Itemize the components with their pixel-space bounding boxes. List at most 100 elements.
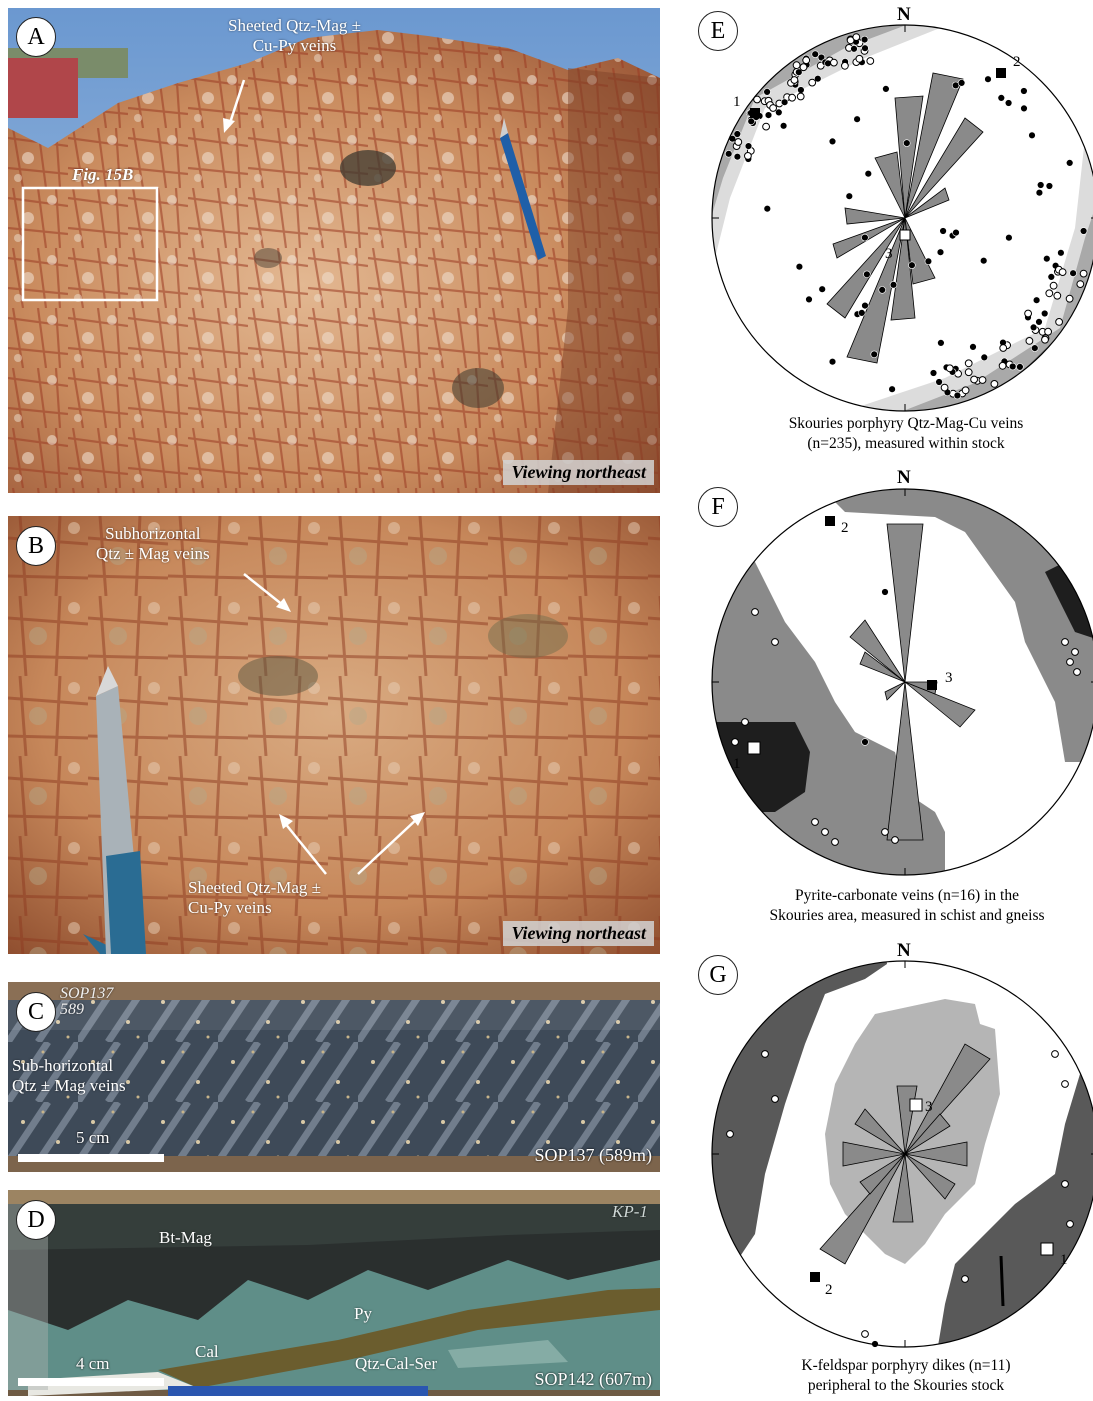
pole-point (828, 137, 837, 146)
pole-point (1016, 363, 1024, 371)
pole-point (1058, 268, 1067, 276)
pole-point (1020, 104, 1028, 113)
pole-point (940, 383, 949, 392)
pole-point (799, 63, 808, 72)
pole-point (788, 93, 796, 102)
eigenvector-label-2: 2 (825, 1282, 833, 1298)
eigenvector-label-1: 1 (733, 756, 741, 772)
pole-point (797, 86, 805, 94)
eigenvector-label-3: 3 (945, 670, 953, 686)
pole-point (858, 309, 866, 317)
north-label: N (897, 4, 911, 25)
pole-points (731, 588, 1081, 846)
eigenvector-3 (927, 680, 937, 690)
panel-label-e: E (698, 11, 738, 51)
pole-point (841, 61, 849, 70)
pole-point (953, 391, 962, 400)
pole-point (1032, 296, 1041, 304)
viewing-direction-label: Viewing northeast (503, 460, 654, 485)
pole-point (1041, 309, 1049, 318)
pole-point (861, 233, 869, 242)
pole-point (1004, 99, 1013, 107)
pole-point (929, 369, 938, 377)
photo-panel-a: A Sheeted Qtz-Mag ± Cu-Py veins Fig. 15B… (8, 8, 660, 493)
pole-point (978, 376, 987, 384)
sample-id: SOP137 (589m) (534, 1145, 652, 1165)
pole-point (863, 270, 871, 278)
pole-point (1065, 294, 1074, 303)
pole-points (726, 1050, 1074, 1348)
pole-point (1071, 648, 1079, 656)
pole-point (775, 108, 783, 117)
stereonet-g: 1 2 3 (711, 960, 1093, 1348)
pole-point (1061, 638, 1069, 646)
pole-point (771, 638, 779, 646)
pole-point (980, 353, 989, 362)
scale-bar (18, 1378, 164, 1386)
pole-point (882, 85, 890, 93)
panel-label-b: B (16, 526, 56, 566)
pole-point (1029, 323, 1038, 332)
pole-point (751, 608, 759, 616)
photo-panel-d: D KP-1 Bt-Mag Py Cal Qtz-Cal-Ser 4 cm SO… (8, 1190, 660, 1396)
outcrop-photo-a (8, 8, 660, 493)
stereonet-f: 1 2 3 (711, 488, 1093, 876)
pole-point (860, 35, 869, 44)
pole-point (763, 204, 772, 213)
eigenvector-label-3: 3 (885, 246, 893, 262)
pole-point (795, 262, 804, 271)
pole-point (1020, 87, 1028, 95)
pole-point (1025, 337, 1034, 345)
inset-label: Fig. 15B (72, 165, 134, 184)
pole-point (936, 248, 945, 256)
panel-label-c: C (16, 992, 56, 1032)
panel-label-g: G (698, 955, 738, 995)
pole-point (878, 286, 886, 294)
sample-id: SOP142 (607m) (534, 1369, 652, 1389)
north-label: N (897, 467, 911, 488)
core-marking: SOP137 589 (60, 985, 114, 1018)
pole-point (1055, 318, 1064, 326)
pole-point (828, 358, 837, 366)
pole-point (741, 718, 749, 726)
annotation-sheeted-veins: Sheeted Qtz-Mag ± Cu-Py veins (228, 16, 362, 55)
pole-point (1037, 181, 1045, 189)
pole-point (845, 192, 853, 200)
pole-point (821, 828, 829, 836)
eigenvector-label-3: 3 (925, 1099, 933, 1115)
pole-point (764, 111, 773, 119)
panel-label-d: D (16, 1200, 56, 1240)
label-py: Py (354, 1304, 372, 1323)
scale-bar-label: 5 cm (76, 1128, 110, 1147)
pole-point (924, 257, 933, 265)
pole-point (1024, 309, 1032, 318)
pole-point (1035, 189, 1044, 197)
pole-point (795, 68, 803, 76)
pole-point (961, 386, 970, 395)
pole-point (1045, 289, 1054, 298)
core-marking: KP-1 (612, 1202, 648, 1221)
label-bt-mag: Bt-Mag (159, 1228, 212, 1247)
pole-point (1057, 249, 1065, 257)
pole-point (984, 75, 992, 83)
eigenvector-1 (750, 108, 760, 118)
pole-point (850, 45, 858, 53)
pole-point (979, 256, 988, 265)
pole-point (753, 95, 762, 104)
inset-box (21, 186, 159, 302)
scale-bar-label: 4 cm (76, 1354, 110, 1373)
pole-point (937, 339, 945, 347)
pole-point (733, 153, 742, 161)
pole-point (855, 54, 864, 63)
pole-point (1066, 1220, 1074, 1228)
pole-point (1066, 658, 1074, 666)
eigenvector-1 (747, 741, 761, 755)
panel-label-f: F (698, 487, 738, 527)
pole-point (761, 1050, 769, 1058)
eigenvector-3 (899, 229, 911, 241)
eigenvector-2 (810, 1272, 820, 1282)
pole-point (733, 130, 742, 138)
viewing-direction-label: Viewing northeast (503, 921, 654, 946)
pole-point (1028, 131, 1036, 140)
pole-point (957, 79, 966, 87)
